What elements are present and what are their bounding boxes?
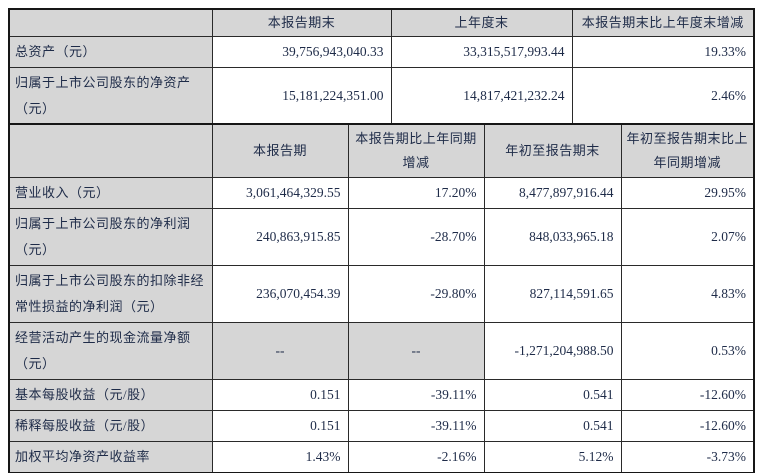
cell-value: 0.151 bbox=[211, 409, 349, 442]
cell-value: 29.95% bbox=[620, 176, 755, 209]
cell-value: -28.70% bbox=[347, 207, 485, 266]
period-end-table: 本报告期末 上年度末 本报告期末比上年度末增减 总资产（元） 39,756,94… bbox=[8, 8, 755, 127]
table-row: 总资产（元） 39,756,943,040.33 33,315,517,993.… bbox=[8, 36, 755, 69]
cell-value: 4.83% bbox=[620, 264, 755, 323]
cell-value: 0.541 bbox=[483, 378, 622, 411]
row-label-operating-revenue: 营业收入（元） bbox=[8, 176, 213, 209]
row-label-net-profit: 归属于上市公司股东的净利润（元） bbox=[8, 207, 213, 266]
cell-value: 236,070,454.39 bbox=[211, 264, 349, 323]
col-header-prior-year-end: 上年度末 bbox=[390, 8, 573, 38]
cell-value: 5.12% bbox=[483, 440, 622, 473]
row-label-net-assets: 归属于上市公司股东的净资产（元） bbox=[8, 67, 213, 126]
table-header-row: 本报告期 本报告期比上年同期增减 年初至报告期末 年初至报告期末比上年同期增减 bbox=[8, 123, 755, 178]
cell-value: 14,817,421,232.24 bbox=[390, 67, 573, 126]
col-header-change-vs-prior-year-end: 本报告期末比上年度末增减 bbox=[571, 8, 755, 38]
table-row: 稀释每股收益（元/股） 0.151 -39.11% 0.541 -12.60% bbox=[8, 409, 755, 442]
cell-value: -1,271,204,988.50 bbox=[483, 321, 622, 380]
cell-value: -39.11% bbox=[347, 409, 485, 442]
cell-value: -12.60% bbox=[620, 378, 755, 411]
row-label-operating-cash-flow: 经营活动产生的现金流量净额（元） bbox=[8, 321, 213, 380]
cell-value: -2.16% bbox=[347, 440, 485, 473]
cell-value: 0.541 bbox=[483, 409, 622, 442]
table-row: 加权平均净资产收益率 1.43% -2.16% 5.12% -3.73% bbox=[8, 440, 755, 473]
col-header-change-vs-same-period: 本报告期比上年同期增减 bbox=[347, 123, 485, 178]
table-row: 归属于上市公司股东的净资产（元） 15,181,224,351.00 14,81… bbox=[8, 67, 755, 126]
cell-value: 15,181,224,351.00 bbox=[211, 67, 392, 126]
reporting-period-table: 本报告期 本报告期比上年同期增减 年初至报告期末 年初至报告期末比上年同期增减 … bbox=[8, 123, 755, 473]
table-row: 归属于上市公司股东的扣除非经常性损益的净利润（元） 236,070,454.39… bbox=[8, 264, 755, 323]
cell-value: -12.60% bbox=[620, 409, 755, 442]
row-label-diluted-eps: 稀释每股收益（元/股） bbox=[8, 409, 213, 442]
cell-value: -3.73% bbox=[620, 440, 755, 473]
table-row: 经营活动产生的现金流量净额（元） -- -- -1,271,204,988.50… bbox=[8, 321, 755, 380]
cell-value: 2.07% bbox=[620, 207, 755, 266]
col-header-ytd-change-vs-same-period: 年初至报告期末比上年同期增减 bbox=[620, 123, 755, 178]
corner-cell bbox=[8, 123, 213, 178]
col-header-year-to-date: 年初至报告期末 bbox=[483, 123, 622, 178]
cell-value: 2.46% bbox=[571, 67, 755, 126]
col-header-current-period: 本报告期 bbox=[211, 123, 349, 178]
cell-value: 0.151 bbox=[211, 378, 349, 411]
row-label-total-assets: 总资产（元） bbox=[8, 36, 213, 69]
cell-value: 3,061,464,329.55 bbox=[211, 176, 349, 209]
cell-value: 827,114,591.65 bbox=[483, 264, 622, 323]
cell-value: 848,033,965.18 bbox=[483, 207, 622, 266]
col-header-current-period-end: 本报告期末 bbox=[211, 8, 392, 38]
cell-value: 17.20% bbox=[347, 176, 485, 209]
row-label-basic-eps: 基本每股收益（元/股） bbox=[8, 378, 213, 411]
cell-value: -39.11% bbox=[347, 378, 485, 411]
cell-not-applicable: -- bbox=[211, 321, 349, 380]
cell-value: 240,863,915.85 bbox=[211, 207, 349, 266]
corner-cell bbox=[8, 8, 213, 38]
cell-value: 1.43% bbox=[211, 440, 349, 473]
table-header-row: 本报告期末 上年度末 本报告期末比上年度末增减 bbox=[8, 8, 755, 38]
cell-value: 8,477,897,916.44 bbox=[483, 176, 622, 209]
row-label-net-profit-excl-nonrecurring: 归属于上市公司股东的扣除非经常性损益的净利润（元） bbox=[8, 264, 213, 323]
table-row: 基本每股收益（元/股） 0.151 -39.11% 0.541 -12.60% bbox=[8, 378, 755, 411]
cell-value: -29.80% bbox=[347, 264, 485, 323]
cell-value: 39,756,943,040.33 bbox=[211, 36, 392, 69]
cell-value: 19.33% bbox=[571, 36, 755, 69]
table-row: 归属于上市公司股东的净利润（元） 240,863,915.85 -28.70% … bbox=[8, 207, 755, 266]
cell-not-applicable: -- bbox=[347, 321, 485, 380]
cell-value: 33,315,517,993.44 bbox=[390, 36, 573, 69]
cell-value: 0.53% bbox=[620, 321, 755, 380]
row-label-weighted-avg-roe: 加权平均净资产收益率 bbox=[8, 440, 213, 473]
table-row: 营业收入（元） 3,061,464,329.55 17.20% 8,477,89… bbox=[8, 176, 755, 209]
